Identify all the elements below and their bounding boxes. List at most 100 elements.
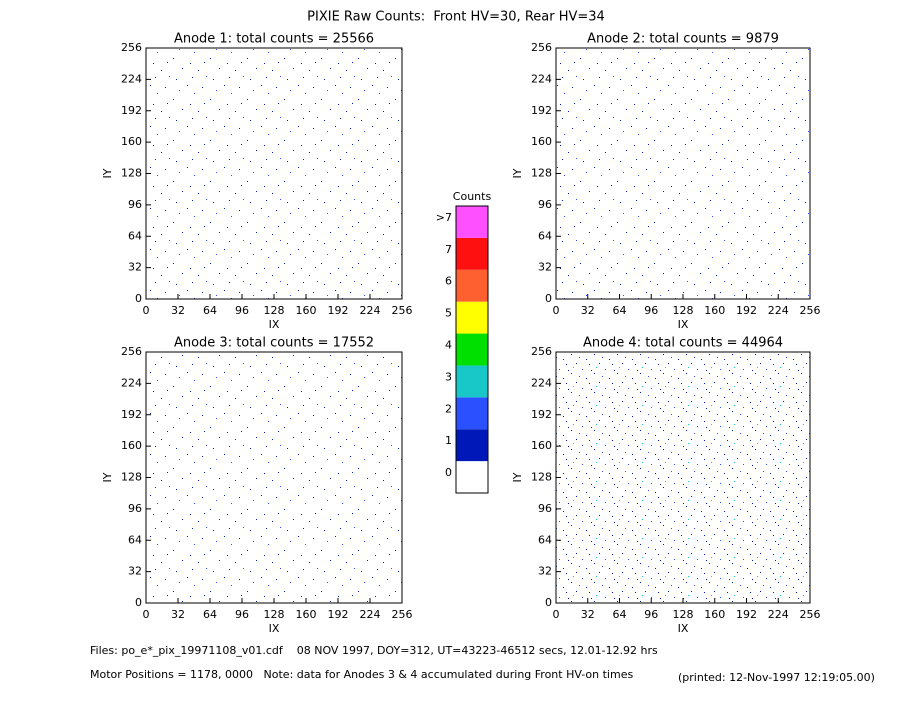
x-tick-label: 0 bbox=[143, 304, 150, 317]
x-tick-label: 32 bbox=[581, 608, 595, 621]
x-tick-label: 96 bbox=[235, 608, 249, 621]
colorbar-label: 3 bbox=[445, 370, 452, 383]
x-tick-label: 192 bbox=[328, 304, 349, 317]
colorbar-label: 1 bbox=[445, 434, 452, 447]
y-tick-label: 32 bbox=[538, 565, 552, 578]
x-tick-label: 160 bbox=[704, 304, 725, 317]
colorbar-cell bbox=[456, 365, 488, 398]
y-tick-label: 160 bbox=[531, 439, 552, 452]
x-tick-label: 128 bbox=[673, 304, 694, 317]
panel-title: Anode 4: total counts = 44964 bbox=[583, 336, 783, 351]
colorbar-frame bbox=[455, 205, 489, 494]
heatmap-texture bbox=[556, 48, 810, 299]
x-tick-label: 192 bbox=[736, 608, 757, 621]
colorbar-cell bbox=[456, 301, 488, 334]
colorbar-label: 0 bbox=[445, 466, 452, 479]
y-tick-label: 96 bbox=[538, 198, 552, 211]
y-axis-label: IY bbox=[101, 168, 114, 178]
y-axis-label: IY bbox=[511, 472, 524, 482]
y-tick-label: 256 bbox=[531, 345, 552, 358]
x-tick-label: 160 bbox=[296, 608, 317, 621]
panel-title: Anode 2: total counts = 9879 bbox=[587, 32, 779, 47]
x-tick-label: 64 bbox=[613, 304, 627, 317]
colorbar-cell bbox=[456, 333, 488, 366]
x-tick-label: 192 bbox=[736, 304, 757, 317]
x-tick-label: 224 bbox=[360, 304, 381, 317]
y-tick-label: 192 bbox=[531, 104, 552, 117]
y-tick-label: 128 bbox=[121, 167, 142, 180]
y-tick-label: 32 bbox=[128, 565, 142, 578]
y-tick-label: 128 bbox=[531, 471, 552, 484]
y-axis-label: IY bbox=[511, 168, 524, 178]
heatmap-texture bbox=[556, 352, 810, 603]
y-tick-label: 32 bbox=[128, 261, 142, 274]
colorbar-cell bbox=[456, 237, 488, 270]
y-tick-label: 0 bbox=[135, 596, 142, 609]
y-tick-label: 0 bbox=[135, 292, 142, 305]
colorbar-label: >7 bbox=[436, 211, 452, 224]
panel-title: Anode 1: total counts = 25566 bbox=[174, 32, 374, 47]
y-tick-label: 192 bbox=[121, 104, 142, 117]
y-tick-label: 96 bbox=[538, 502, 552, 515]
y-tick-label: 256 bbox=[531, 41, 552, 54]
x-tick-label: 96 bbox=[644, 608, 658, 621]
main-title: PIXIE Raw Counts: Front HV=30, Rear HV=3… bbox=[307, 10, 605, 25]
x-tick-label: 32 bbox=[171, 608, 185, 621]
footer-printed: (printed: 12-Nov-1997 12:19:05.00) bbox=[678, 671, 875, 684]
x-axis-label: IX bbox=[269, 622, 280, 635]
x-axis-label: IX bbox=[269, 318, 280, 331]
colorbar-label: 7 bbox=[445, 243, 452, 256]
footer-files: Files: po_e*_pix_19971108_v01.cdf 08 NOV… bbox=[90, 644, 658, 657]
colorbar-label: 2 bbox=[445, 402, 452, 415]
y-tick-label: 256 bbox=[121, 41, 142, 54]
y-tick-label: 160 bbox=[531, 135, 552, 148]
x-axis-label: IX bbox=[678, 622, 689, 635]
y-tick-label: 96 bbox=[128, 502, 142, 515]
y-tick-label: 96 bbox=[128, 198, 142, 211]
x-tick-label: 160 bbox=[704, 608, 725, 621]
y-tick-label: 0 bbox=[545, 292, 552, 305]
y-tick-label: 64 bbox=[128, 533, 142, 546]
y-tick-label: 64 bbox=[538, 533, 552, 546]
x-tick-label: 0 bbox=[553, 608, 560, 621]
heatmap-texture bbox=[146, 48, 402, 299]
colorbar-cell bbox=[456, 461, 488, 493]
x-tick-label: 0 bbox=[553, 304, 560, 317]
colorbar-cell bbox=[456, 206, 488, 238]
y-tick-label: 0 bbox=[545, 596, 552, 609]
y-tick-label: 64 bbox=[538, 229, 552, 242]
x-axis-label: IX bbox=[678, 318, 689, 331]
y-tick-label: 224 bbox=[121, 72, 142, 85]
x-tick-label: 256 bbox=[800, 608, 821, 621]
x-tick-label: 160 bbox=[296, 304, 317, 317]
x-tick-label: 256 bbox=[392, 304, 413, 317]
panel-title: Anode 3: total counts = 17552 bbox=[174, 336, 374, 351]
colorbar-cell bbox=[456, 397, 488, 430]
x-tick-label: 224 bbox=[360, 608, 381, 621]
y-tick-label: 64 bbox=[128, 229, 142, 242]
colorbar-title: Counts bbox=[453, 190, 492, 203]
x-tick-label: 256 bbox=[392, 608, 413, 621]
y-tick-label: 192 bbox=[121, 408, 142, 421]
x-tick-label: 224 bbox=[768, 608, 789, 621]
x-tick-label: 64 bbox=[613, 608, 627, 621]
y-tick-label: 32 bbox=[538, 261, 552, 274]
y-tick-label: 160 bbox=[121, 135, 142, 148]
colorbar-label: 6 bbox=[445, 275, 452, 288]
colorbar-cell bbox=[456, 429, 488, 462]
colorbar-cell bbox=[456, 269, 488, 302]
y-tick-label: 224 bbox=[531, 72, 552, 85]
x-tick-label: 64 bbox=[203, 608, 217, 621]
colorbar-label: 4 bbox=[445, 339, 452, 352]
y-axis-label: IY bbox=[101, 472, 114, 482]
x-tick-label: 96 bbox=[235, 304, 249, 317]
x-tick-label: 96 bbox=[644, 304, 658, 317]
x-tick-label: 64 bbox=[203, 304, 217, 317]
x-tick-label: 128 bbox=[264, 304, 285, 317]
y-tick-label: 192 bbox=[531, 408, 552, 421]
x-tick-label: 224 bbox=[768, 304, 789, 317]
y-tick-label: 224 bbox=[121, 376, 142, 389]
y-tick-label: 128 bbox=[121, 471, 142, 484]
x-tick-label: 128 bbox=[673, 608, 694, 621]
